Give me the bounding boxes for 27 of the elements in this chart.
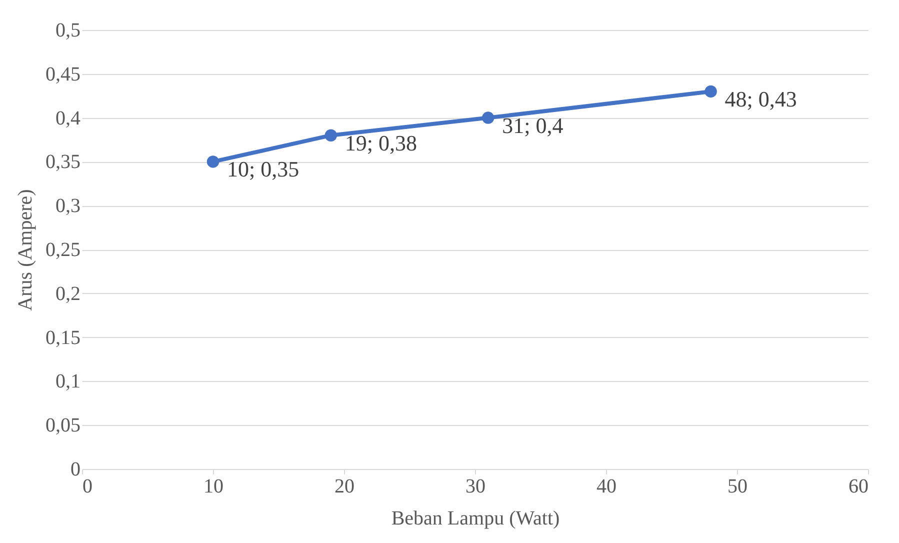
data-label: 31; 0,4 bbox=[502, 112, 564, 138]
y-tick-label: 0,3 bbox=[56, 195, 80, 218]
x-tick-label: 50 bbox=[728, 476, 748, 498]
y-tick-label: 0,25 bbox=[46, 239, 80, 261]
point bbox=[704, 85, 717, 98]
x-tick-label: 10 bbox=[204, 476, 224, 498]
y-tick-label: 0,2 bbox=[56, 282, 80, 305]
point bbox=[324, 129, 338, 142]
y-tick-label: 0 bbox=[70, 458, 80, 480]
y-tick-label: 0,35 bbox=[46, 151, 80, 174]
x-tick-label: 30 bbox=[466, 476, 486, 498]
y-tick-label: 0,1 bbox=[56, 370, 80, 393]
y-axis-title: Arus (Ampere) bbox=[14, 189, 36, 311]
y-tick-label: 0,05 bbox=[46, 414, 80, 437]
point bbox=[206, 156, 220, 168]
x-tick-label: 20 bbox=[334, 476, 354, 498]
x-tick-label: 40 bbox=[596, 476, 616, 498]
data-label: 19; 0,38 bbox=[344, 130, 418, 156]
y-tick-label: 0,45 bbox=[46, 63, 80, 86]
y-tick-label: 0,15 bbox=[46, 326, 80, 349]
point bbox=[482, 112, 494, 124]
data-label: 10; 0,35 bbox=[227, 156, 300, 182]
y-tick-label: 0,5 bbox=[56, 20, 80, 42]
data-label: 48; 0,43 bbox=[724, 86, 797, 112]
x-axis-title: Beban Lampu (Watt) bbox=[391, 508, 560, 530]
x-tick-label: 60 bbox=[848, 476, 868, 498]
y-tick-label: 0,4 bbox=[56, 107, 80, 130]
